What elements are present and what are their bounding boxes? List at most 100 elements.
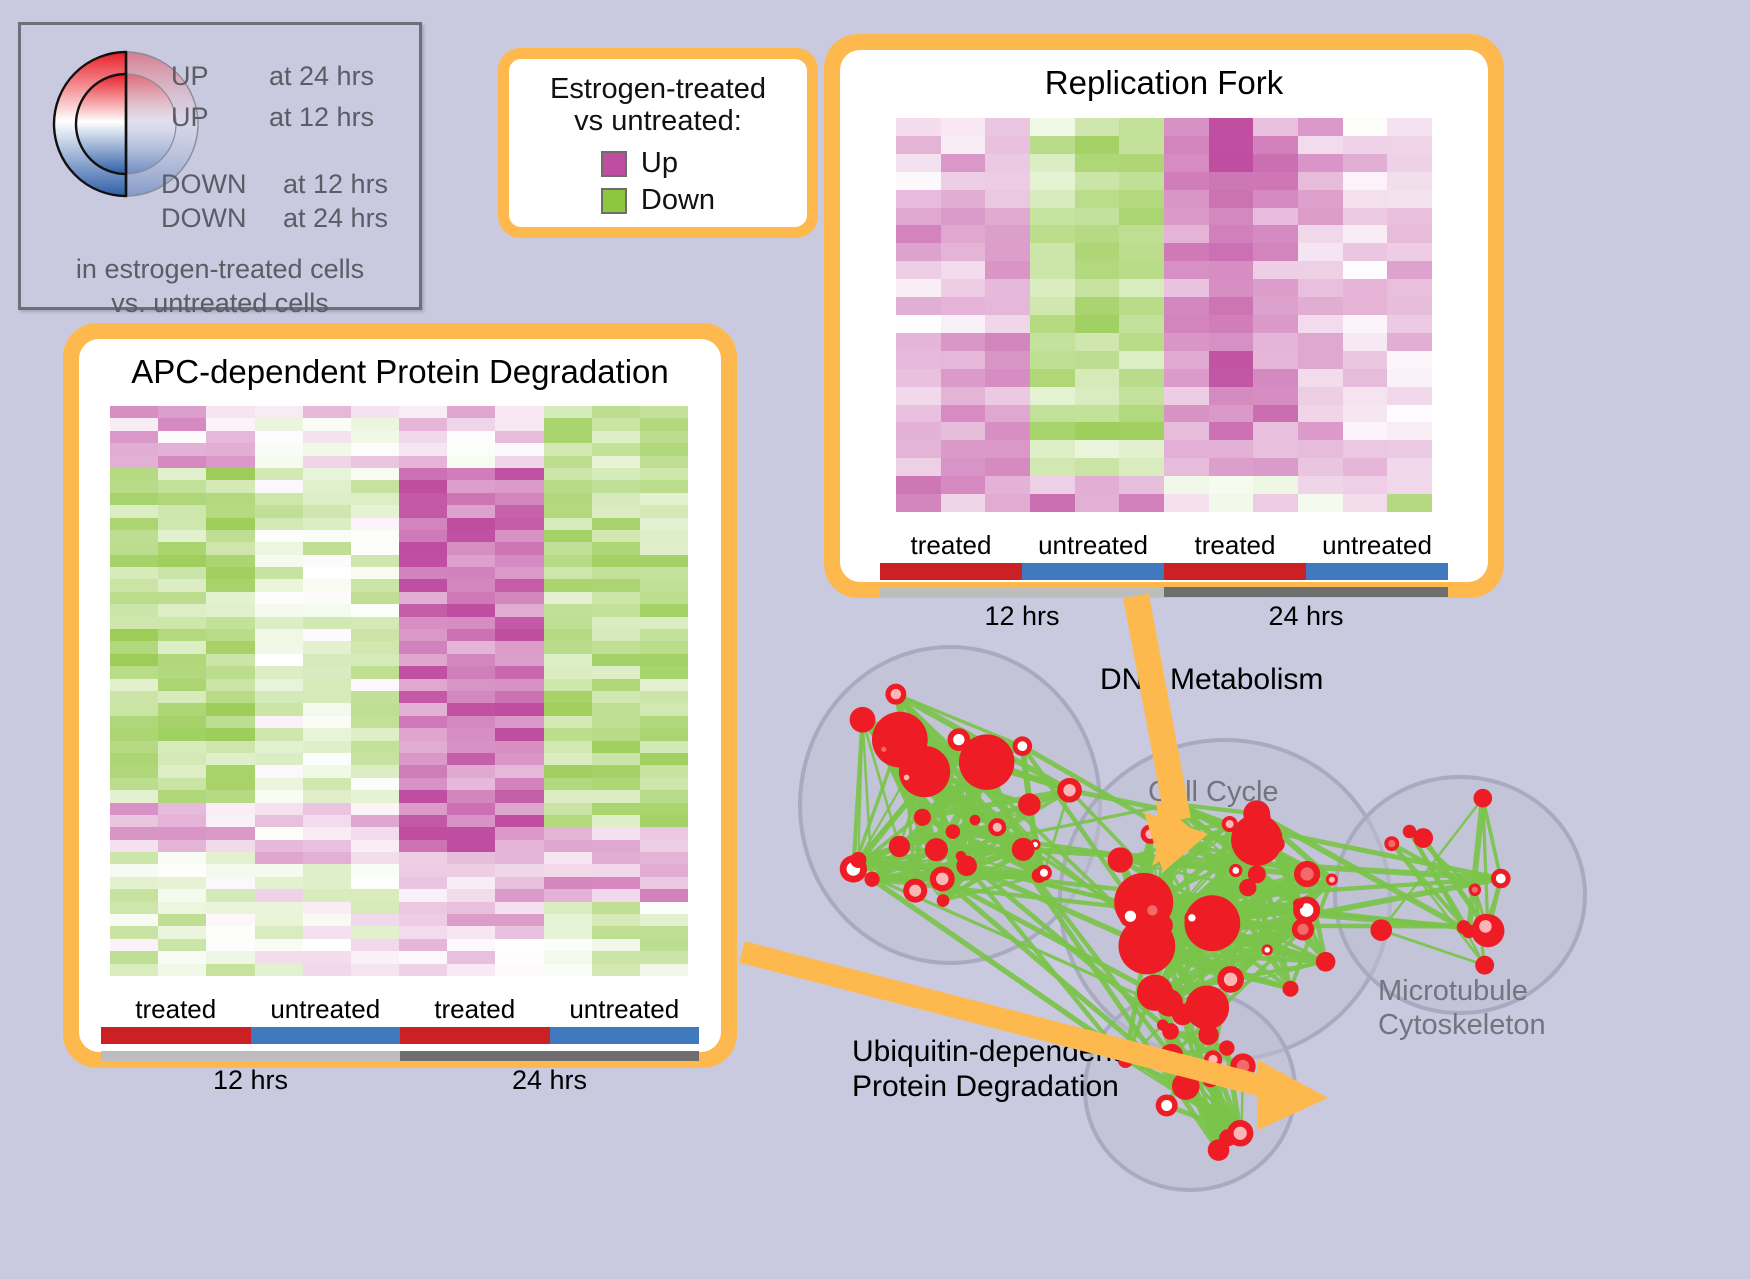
- microtubule-line-1: Microtubule: [1378, 975, 1528, 1007]
- panel-title-apc: APC-dependent Protein Degradation: [131, 353, 669, 390]
- network-node[interactable]: [1231, 814, 1283, 866]
- legend-up-12-label: UP: [171, 102, 209, 132]
- network-node[interactable]: [945, 824, 961, 839]
- network-node[interactable]: [850, 851, 867, 869]
- down-swatch-icon: [600, 187, 627, 214]
- group-label-treated-12: treated: [910, 530, 992, 560]
- network-node-core: [1063, 784, 1076, 797]
- updown-legend-panel: Estrogen-treated vs untreated: Up Down: [498, 48, 818, 238]
- network-node-core: [1232, 867, 1240, 874]
- network-node[interactable]: [1171, 1003, 1194, 1026]
- network-node[interactable]: [1219, 1040, 1235, 1056]
- network-node[interactable]: [1159, 1043, 1184, 1068]
- network-node[interactable]: [969, 814, 981, 826]
- network-node[interactable]: [1243, 800, 1271, 828]
- network-node-core: [1264, 947, 1270, 953]
- network-node[interactable]: [958, 734, 1015, 790]
- cond-bar-untreated-24: [1306, 563, 1448, 580]
- network-node[interactable]: [1159, 947, 1174, 962]
- time-labels-replication: 12 hrs 24 hrs: [880, 601, 1448, 632]
- network-node[interactable]: [1011, 837, 1035, 861]
- legend-item-up: Up: [600, 147, 715, 180]
- network-node[interactable]: [1413, 828, 1434, 848]
- cluster-label-cell-cycle: Cell Cycle: [1148, 776, 1279, 808]
- network-node[interactable]: [955, 850, 967, 862]
- network-node[interactable]: [1150, 914, 1173, 937]
- network-node[interactable]: [849, 706, 876, 733]
- cluster-label-microtubule-cytoskeleton: Microtubule Cytoskeleton: [1378, 974, 1546, 1042]
- time-label-12hrs: 12 hrs: [212, 1065, 289, 1095]
- up-swatch-icon: [600, 150, 627, 177]
- panel-replication-fork: Replication Fork treated untreated treat…: [824, 34, 1504, 631]
- network-node-core: [1471, 886, 1478, 893]
- network-node-core: [1124, 910, 1137, 922]
- network-node-core: [1145, 829, 1156, 839]
- network-node-core: [1039, 868, 1048, 877]
- legend-down-24-time: at 24 hrs: [283, 203, 389, 233]
- cluster-label-dna-metabolism: DNA Metabolism: [1100, 663, 1324, 696]
- network-node[interactable]: [1282, 980, 1299, 997]
- legend-down-12-label: DOWN: [161, 169, 247, 199]
- network-node[interactable]: [1292, 898, 1304, 910]
- network-node[interactable]: [1171, 1072, 1200, 1100]
- network-node[interactable]: [1018, 793, 1041, 816]
- network-node[interactable]: [864, 871, 880, 887]
- pathway-network-diagram: DNA Metabolism Cell Cycle Microtubule Cy…: [770, 600, 1730, 1272]
- network-node[interactable]: [1456, 920, 1471, 935]
- cluster-label-ubiquitin-protein-degradation: Ubiquitin-dependent Protein Degradation: [852, 1034, 1121, 1105]
- time-color-bar-replication: [880, 587, 1448, 597]
- cond-bar-treated-24: [400, 1027, 550, 1044]
- group-label-treated-12: treated: [135, 994, 217, 1024]
- network-node-core: [1188, 914, 1196, 922]
- network-node[interactable]: [1268, 835, 1285, 853]
- network-node-core: [1208, 1054, 1218, 1065]
- network-node-core: [903, 774, 910, 781]
- network-node[interactable]: [1202, 1070, 1219, 1088]
- time-color-bar-apc: [101, 1051, 699, 1061]
- network-node-core: [1299, 903, 1314, 917]
- network-node[interactable]: [1239, 878, 1257, 897]
- network-node-core: [1328, 876, 1335, 883]
- network-node-core: [953, 733, 965, 746]
- legend-down-24-label: DOWN: [161, 203, 247, 233]
- heatmap-apc-dependent: [110, 406, 688, 976]
- network-node[interactable]: [1185, 985, 1230, 1030]
- network-node[interactable]: [1126, 941, 1147, 962]
- network-node-core: [881, 746, 887, 752]
- network-node[interactable]: [1120, 888, 1144, 912]
- up-label: Up: [640, 147, 678, 180]
- cond-bar-treated-12: [101, 1027, 251, 1044]
- legend-up-24-label: UP: [171, 61, 209, 91]
- network-node[interactable]: [888, 835, 911, 858]
- column-group-labels-apc: treated untreated treated untreated: [101, 994, 699, 1025]
- time-bar-12hrs: [880, 587, 1164, 597]
- network-node[interactable]: [1315, 951, 1336, 972]
- network-node-core: [1147, 905, 1158, 916]
- cond-bar-untreated-24: [549, 1027, 699, 1044]
- network-node-core: [1161, 1099, 1173, 1111]
- group-label-untreated-24: untreated: [569, 994, 680, 1024]
- cond-bar-treated-12: [880, 563, 1022, 580]
- network-node[interactable]: [1198, 1024, 1219, 1046]
- time-label-24hrs: 24 hrs: [1268, 601, 1344, 631]
- network-node[interactable]: [1184, 895, 1241, 952]
- network-node-core: [1388, 839, 1396, 848]
- network-node[interactable]: [936, 894, 950, 907]
- network-node[interactable]: [1247, 865, 1266, 884]
- network-node[interactable]: [913, 808, 931, 826]
- colorwheel-legend-box: UP at 24 hrs UP at 12 hrs DOWN at 12 hrs…: [18, 22, 422, 318]
- legend-up-12-time: at 12 hrs: [269, 102, 375, 132]
- legend-up-24-time: at 24 hrs: [269, 61, 375, 91]
- panel-apc-dependent: APC-dependent Protein Degradation treate…: [63, 323, 737, 1095]
- network-node[interactable]: [1473, 788, 1493, 808]
- network-node[interactable]: [1156, 1019, 1169, 1031]
- network-node[interactable]: [924, 838, 948, 862]
- caption-line-2: vs. untreated cells: [111, 287, 329, 318]
- network-node[interactable]: [1402, 824, 1417, 839]
- condition-color-bar-replication: [880, 563, 1448, 580]
- network-node[interactable]: [1370, 919, 1393, 941]
- network-node[interactable]: [1475, 955, 1495, 975]
- caption-line-1: in estrogen-treated cells: [75, 254, 365, 284]
- network-node[interactable]: [1107, 847, 1133, 873]
- microtubule-line-2: Cytoskeleton: [1378, 1009, 1546, 1042]
